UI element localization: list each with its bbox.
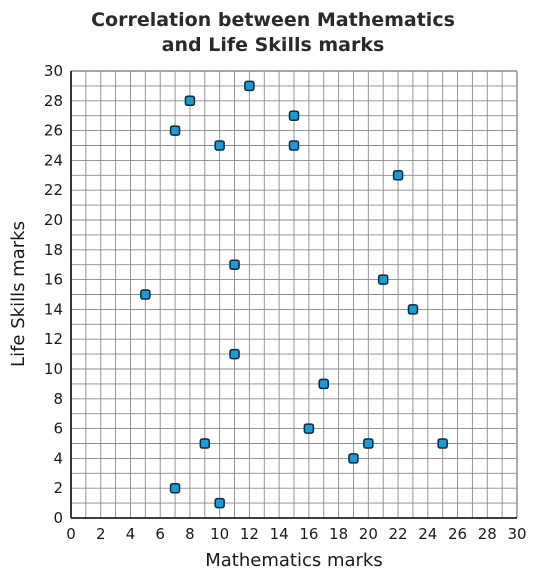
- data-point: [229, 348, 240, 360]
- x-tick-label: 4: [126, 525, 136, 543]
- x-tick-label: 12: [240, 525, 259, 543]
- y-tick-label: 14: [44, 300, 63, 318]
- x-tick-label: 0: [66, 525, 76, 543]
- grid: [70, 70, 518, 519]
- x-tick-label: 18: [329, 525, 348, 543]
- y-tick-label: 26: [44, 122, 63, 140]
- x-tick-label: 14: [270, 525, 289, 543]
- data-point: [140, 289, 151, 300]
- data-point: [288, 110, 300, 121]
- y-tick-label: 16: [44, 271, 63, 289]
- y-tick-label: 4: [53, 449, 63, 467]
- data-point: [348, 453, 359, 464]
- data-point: [288, 140, 300, 151]
- y-tick-label: 22: [44, 181, 63, 199]
- x-tick-label: 16: [299, 525, 318, 543]
- x-tick-label: 10: [210, 525, 229, 543]
- y-tick-label: 12: [44, 330, 63, 348]
- x-tick-label: 6: [155, 525, 165, 543]
- data-point: [184, 95, 196, 107]
- x-tick-label: 22: [389, 525, 408, 543]
- data-point: [392, 170, 404, 181]
- x-tick-label: 26: [448, 525, 467, 543]
- data-point: [318, 378, 329, 390]
- data-point: [169, 482, 181, 494]
- y-tick-label: 10: [44, 360, 63, 378]
- data-point: [214, 497, 225, 509]
- x-tick-label: 30: [507, 525, 526, 543]
- data-point: [437, 438, 448, 449]
- y-tick-label: 28: [44, 92, 63, 110]
- y-tick-label: 6: [53, 420, 63, 438]
- data-point: [303, 423, 315, 434]
- x-tick-label: 2: [96, 525, 106, 543]
- data-point: [214, 140, 225, 151]
- y-tick-label: 0: [53, 509, 63, 527]
- y-tick-label: 8: [53, 390, 63, 408]
- y-axis-label: Life Skills marks: [8, 221, 29, 367]
- data-point: [169, 125, 181, 136]
- data-point: [377, 274, 389, 285]
- x-tick-label: 28: [478, 525, 497, 543]
- y-tick-label: 2: [53, 479, 63, 497]
- chart-title-line-2: and Life Skills marks: [161, 34, 385, 56]
- chart-title-line-1: Correlation between Mathematics: [91, 9, 455, 31]
- data-points: [140, 80, 448, 509]
- data-point: [199, 438, 211, 449]
- x-tick-label: 8: [185, 525, 195, 543]
- y-tick-label: 24: [44, 151, 63, 169]
- data-point: [229, 259, 240, 270]
- x-tick-labels: 0 2 4 6 8 10 12 14 16 18 20 22 24 26 28 30: [66, 525, 526, 543]
- x-tick-label: 20: [359, 525, 378, 543]
- data-point: [363, 438, 374, 449]
- chart-title: Correlation between Mathematics and Life…: [0, 8, 546, 58]
- x-axis-label: Mathematics marks: [205, 550, 383, 571]
- x-tick-label: 24: [418, 525, 437, 543]
- data-point: [244, 80, 255, 92]
- y-tick-label: 18: [44, 241, 63, 259]
- data-point: [407, 304, 419, 315]
- y-tick-label: 30: [44, 62, 63, 80]
- y-tick-label: 20: [44, 211, 63, 229]
